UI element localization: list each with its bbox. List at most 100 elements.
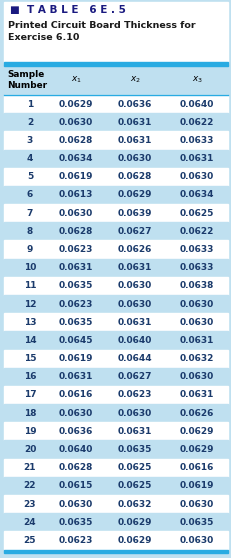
Text: 0.0625: 0.0625 — [179, 209, 213, 218]
Text: 0.0616: 0.0616 — [59, 391, 93, 400]
Bar — [4, 168, 227, 186]
Text: 0.0628: 0.0628 — [59, 463, 93, 472]
Text: 20: 20 — [24, 445, 36, 454]
Text: 0.0630: 0.0630 — [179, 372, 213, 381]
Text: 0.0627: 0.0627 — [117, 227, 152, 236]
Bar — [4, 204, 227, 222]
Text: 0.0631: 0.0631 — [179, 391, 213, 400]
Text: 0.0634: 0.0634 — [58, 154, 93, 163]
Text: 17: 17 — [24, 391, 36, 400]
Text: 0.0630: 0.0630 — [179, 536, 213, 545]
Bar — [4, 186, 227, 204]
Text: 0.0623: 0.0623 — [59, 300, 93, 309]
Text: 6: 6 — [27, 190, 33, 200]
Text: 0.0615: 0.0615 — [59, 482, 93, 490]
Bar — [4, 131, 227, 150]
Text: 0.0629: 0.0629 — [179, 445, 213, 454]
Text: 0.0628: 0.0628 — [117, 172, 152, 181]
Text: 0.0635: 0.0635 — [59, 281, 93, 290]
Text: 13: 13 — [24, 318, 36, 327]
Text: 22: 22 — [24, 482, 36, 490]
Text: 0.0626: 0.0626 — [117, 245, 152, 254]
Text: 0.0626: 0.0626 — [179, 408, 213, 417]
Text: 7: 7 — [27, 209, 33, 218]
Text: 15: 15 — [24, 354, 36, 363]
Bar — [4, 65, 227, 95]
Text: 0.0631: 0.0631 — [117, 427, 152, 436]
Text: 0.0630: 0.0630 — [179, 499, 213, 508]
Bar — [4, 331, 227, 349]
Text: 21: 21 — [24, 463, 36, 472]
Text: 0.0635: 0.0635 — [59, 318, 93, 327]
Text: 0.0635: 0.0635 — [179, 518, 213, 527]
Text: 0.0631: 0.0631 — [179, 154, 213, 163]
Text: 0.0645: 0.0645 — [58, 336, 93, 345]
Text: 0.0623: 0.0623 — [59, 245, 93, 254]
Text: 0.0630: 0.0630 — [179, 318, 213, 327]
Text: 0.0628: 0.0628 — [59, 227, 93, 236]
Text: 14: 14 — [24, 336, 36, 345]
Text: $x_3$: $x_3$ — [191, 75, 202, 85]
Text: 23: 23 — [24, 499, 36, 508]
Text: 0.0631: 0.0631 — [59, 372, 93, 381]
Bar — [4, 2, 227, 64]
Text: 0.0619: 0.0619 — [58, 354, 93, 363]
Text: 0.0622: 0.0622 — [179, 118, 213, 127]
Bar — [4, 386, 227, 404]
Text: 3: 3 — [27, 136, 33, 145]
Text: 0.0635: 0.0635 — [117, 445, 152, 454]
Bar — [4, 550, 227, 553]
Text: $x_1$: $x_1$ — [70, 75, 81, 85]
Text: 11: 11 — [24, 281, 36, 290]
Bar — [4, 495, 227, 513]
Text: 0.0613: 0.0613 — [59, 190, 93, 200]
Text: 2: 2 — [27, 118, 33, 127]
Text: 12: 12 — [24, 300, 36, 309]
Text: 0.0633: 0.0633 — [179, 263, 213, 272]
Text: 0.0625: 0.0625 — [117, 482, 152, 490]
Text: 0.0632: 0.0632 — [179, 354, 213, 363]
Text: 0.0640: 0.0640 — [179, 99, 213, 109]
Text: 1: 1 — [27, 99, 33, 109]
Text: 0.0622: 0.0622 — [179, 227, 213, 236]
Text: 0.0631: 0.0631 — [117, 136, 152, 145]
Text: 0.0630: 0.0630 — [117, 408, 152, 417]
Bar — [4, 295, 227, 313]
Text: 0.0631: 0.0631 — [59, 263, 93, 272]
Text: 0.0634: 0.0634 — [179, 190, 213, 200]
Text: 0.0619: 0.0619 — [58, 172, 93, 181]
Bar — [4, 222, 227, 240]
Text: 0.0629: 0.0629 — [117, 536, 152, 545]
Text: 0.0640: 0.0640 — [117, 336, 152, 345]
Text: 0.0630: 0.0630 — [117, 154, 152, 163]
Text: 0.0623: 0.0623 — [117, 391, 152, 400]
Text: 24: 24 — [24, 518, 36, 527]
Text: 0.0628: 0.0628 — [59, 136, 93, 145]
Bar — [4, 513, 227, 531]
Bar — [4, 240, 227, 258]
Text: 0.0639: 0.0639 — [117, 209, 152, 218]
Text: 0.0633: 0.0633 — [179, 245, 213, 254]
Text: 9: 9 — [27, 245, 33, 254]
Text: 0.0640: 0.0640 — [59, 445, 93, 454]
Text: 0.0629: 0.0629 — [179, 427, 213, 436]
Text: Sample
Number: Sample Number — [7, 70, 47, 90]
Text: 0.0630: 0.0630 — [59, 499, 93, 508]
Bar — [4, 258, 227, 277]
Text: 19: 19 — [24, 427, 36, 436]
Text: 0.0631: 0.0631 — [117, 118, 152, 127]
Bar — [4, 313, 227, 331]
Bar — [4, 404, 227, 422]
Text: 0.0630: 0.0630 — [179, 172, 213, 181]
Text: 0.0631: 0.0631 — [117, 263, 152, 272]
Text: 0.0630: 0.0630 — [59, 209, 93, 218]
Bar — [4, 113, 227, 131]
Bar — [4, 349, 227, 368]
Text: 0.0616: 0.0616 — [179, 463, 213, 472]
Text: 0.0633: 0.0633 — [179, 136, 213, 145]
Text: 0.0630: 0.0630 — [117, 300, 152, 309]
Text: ■  T A B L E   6 E . 5: ■ T A B L E 6 E . 5 — [10, 5, 125, 15]
Text: 0.0630: 0.0630 — [179, 300, 213, 309]
Text: 0.0629: 0.0629 — [117, 518, 152, 527]
Bar — [4, 440, 227, 459]
